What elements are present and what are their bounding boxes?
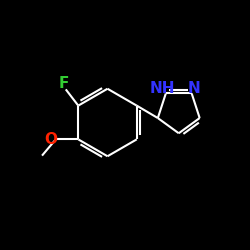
- Text: N: N: [188, 82, 200, 96]
- Text: NH: NH: [150, 82, 176, 96]
- Text: O: O: [44, 132, 57, 147]
- Text: F: F: [58, 76, 69, 91]
